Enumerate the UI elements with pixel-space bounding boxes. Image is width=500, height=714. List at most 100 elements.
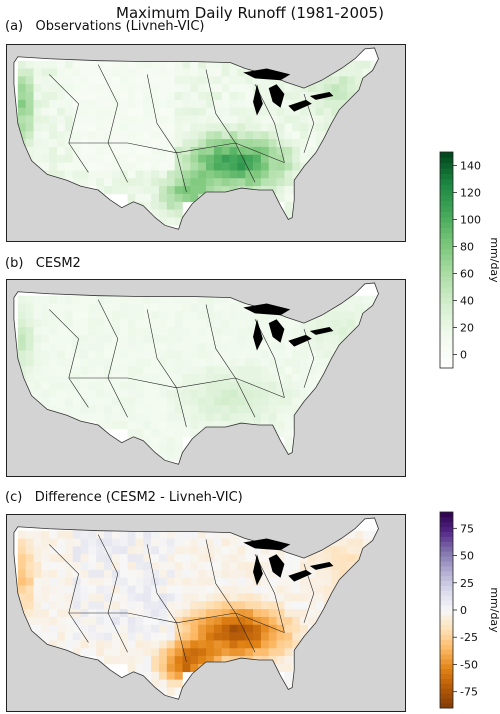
grid-cell xyxy=(119,616,128,626)
grid-cell xyxy=(33,569,42,579)
colorbar-difference-swatch xyxy=(440,521,453,528)
grid-cell xyxy=(88,562,97,571)
grid-cell xyxy=(362,68,371,77)
grid-cell xyxy=(96,397,105,406)
grid-cell xyxy=(221,170,230,179)
grid-cell xyxy=(143,327,152,336)
grid-cell xyxy=(143,389,152,398)
grid-cell xyxy=(127,154,136,163)
colorbar-difference-tick-label: -75 xyxy=(460,686,478,699)
grid-cell xyxy=(57,76,66,85)
basin-boundary xyxy=(176,142,285,163)
grid-cell xyxy=(206,350,215,359)
grid-cell xyxy=(72,569,81,579)
colorbar-runoff-swatch xyxy=(440,308,453,315)
grid-cell xyxy=(166,624,175,633)
grid-cell xyxy=(229,92,238,101)
grid-cell xyxy=(104,389,113,398)
grid-cell xyxy=(96,381,105,391)
grid-cell xyxy=(96,538,105,547)
grid-cell xyxy=(268,123,277,132)
grid-cell xyxy=(72,76,81,85)
grid-cell xyxy=(260,131,270,140)
grid-cell xyxy=(57,92,66,101)
grid-cell xyxy=(339,562,348,571)
grid-cell xyxy=(221,162,230,171)
grid-cell xyxy=(127,663,136,673)
grid-cell xyxy=(260,178,270,187)
grid-cell xyxy=(276,616,285,626)
grid-cell xyxy=(33,585,42,594)
grid-cell xyxy=(57,546,66,555)
grid-cell xyxy=(284,554,293,563)
grid-cell xyxy=(174,601,183,610)
grid-cell xyxy=(25,99,34,109)
grid-cell xyxy=(166,632,175,641)
grid-cell xyxy=(158,624,168,633)
grid-cell xyxy=(111,569,121,579)
grid-cell xyxy=(158,92,168,101)
colorbar-runoff-tick-label: 40 xyxy=(460,295,474,308)
colorbar-difference-swatch xyxy=(440,570,453,577)
grid-cell xyxy=(143,99,152,109)
grid-cell xyxy=(229,569,238,579)
grid-cell xyxy=(151,170,160,179)
grid-cell xyxy=(96,413,105,422)
grid-cell xyxy=(96,60,105,69)
grid-cell xyxy=(41,154,50,163)
grid-cell xyxy=(300,131,309,140)
grid-cell xyxy=(64,601,74,610)
grid-cell xyxy=(307,609,317,618)
grid-cell xyxy=(72,92,81,101)
grid-cell xyxy=(174,99,183,109)
grid-cell xyxy=(237,577,246,586)
grid-cell xyxy=(33,107,42,116)
grid-cell xyxy=(245,99,254,109)
grid-cell xyxy=(253,170,262,179)
colorbar-difference-swatch xyxy=(440,512,453,518)
grid-cell xyxy=(57,554,66,563)
grid-cell xyxy=(245,405,254,414)
grid-cell xyxy=(80,178,89,187)
grid-cell xyxy=(25,381,34,391)
grid-cell xyxy=(111,295,121,304)
grid-cell xyxy=(104,546,113,555)
grid-cell xyxy=(229,170,238,179)
grid-cell xyxy=(339,303,348,312)
grid-cell xyxy=(127,366,136,375)
grid-cell xyxy=(151,99,160,109)
grid-cell xyxy=(111,656,121,665)
great-lake xyxy=(309,92,334,100)
grid-cell xyxy=(143,538,152,547)
grid-cell xyxy=(347,327,356,336)
grid-cell xyxy=(182,350,191,359)
grid-cell xyxy=(190,107,199,116)
grid-cell xyxy=(135,428,144,438)
grid-cell xyxy=(166,115,175,124)
grid-cell xyxy=(213,146,222,156)
grid-cell xyxy=(229,60,238,69)
grid-cell xyxy=(135,366,144,375)
grid-cell xyxy=(88,342,97,351)
colorbar-runoff-swatch xyxy=(440,206,453,212)
grid-cell xyxy=(213,139,222,148)
grid-cell xyxy=(135,397,144,406)
grid-cell xyxy=(119,350,128,359)
grid-cell xyxy=(57,115,66,124)
grid-cell xyxy=(300,616,309,626)
grid-cell xyxy=(221,405,230,414)
grid-cell xyxy=(49,624,58,633)
grid-cell xyxy=(104,640,113,649)
grid-cell xyxy=(119,131,128,140)
grid-cell xyxy=(174,421,183,430)
grid-cell xyxy=(213,405,222,414)
grid-cell xyxy=(111,131,121,140)
grid-cell xyxy=(104,60,113,69)
colorbar-difference-tick-label: 75 xyxy=(460,522,474,535)
grid-cell xyxy=(292,593,301,602)
grid-cell xyxy=(72,319,81,328)
grid-cell xyxy=(237,546,246,555)
grid-cell xyxy=(41,68,50,77)
grid-cell xyxy=(260,616,270,626)
grid-cell xyxy=(260,562,270,571)
